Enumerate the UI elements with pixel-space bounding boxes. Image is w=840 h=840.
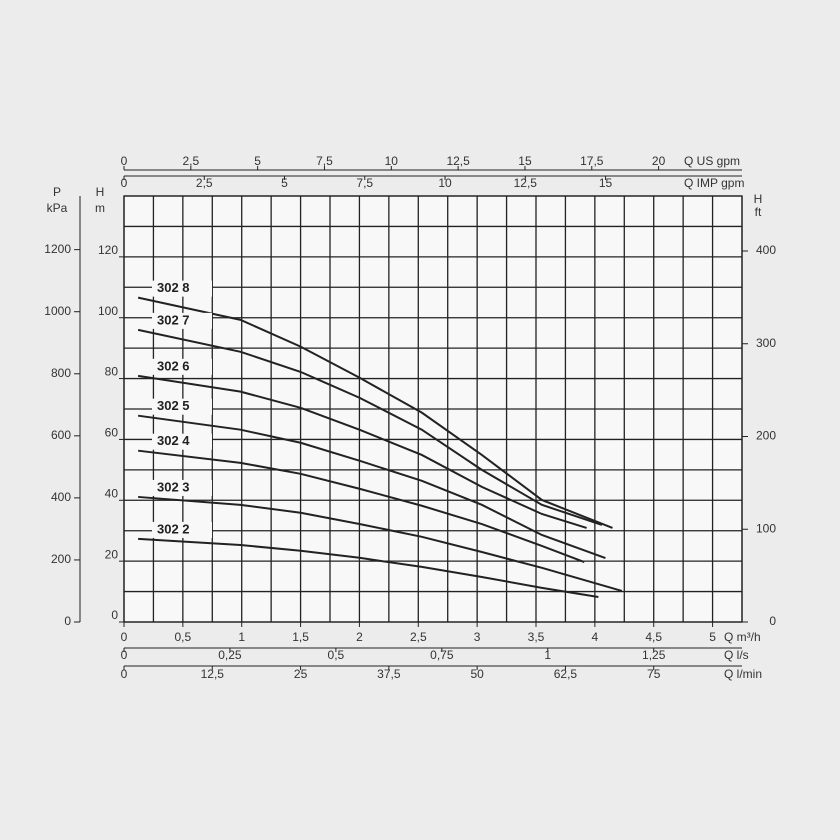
y-tick-label: 600 bbox=[51, 428, 71, 442]
series-label: 302 6 bbox=[157, 358, 190, 373]
x-tick-label: 1,25 bbox=[642, 648, 666, 662]
x-tick-label: 20 bbox=[652, 154, 666, 168]
y-tick-label: 0 bbox=[111, 608, 118, 622]
y-tick-label: 20 bbox=[105, 547, 119, 561]
x-tick-label: 2,5 bbox=[410, 630, 427, 644]
pump-curve bbox=[137, 328, 603, 526]
label-bg bbox=[152, 358, 212, 375]
x-tick-label: 1 bbox=[238, 630, 245, 644]
x-tick-label: 10 bbox=[438, 176, 452, 190]
x-tick-label: 12,5 bbox=[514, 176, 538, 190]
label-bg bbox=[152, 521, 212, 538]
axis-title: P bbox=[53, 185, 61, 199]
x-tick-label: 62,5 bbox=[554, 667, 578, 681]
series-label: 302 7 bbox=[157, 312, 190, 327]
x-tick-label: 0 bbox=[121, 667, 128, 681]
x-tick-label: 5 bbox=[709, 630, 716, 644]
label-bg bbox=[152, 398, 212, 415]
y-tick-label: 1000 bbox=[44, 304, 71, 318]
label-bg bbox=[152, 479, 212, 496]
pump-curve bbox=[137, 296, 613, 529]
series-label: 302 3 bbox=[157, 479, 190, 494]
y-axis-unit: m bbox=[95, 201, 105, 215]
x-tick-label: 0,25 bbox=[218, 648, 242, 662]
y-tick-label: 100 bbox=[756, 521, 776, 535]
x-tick-label: 5 bbox=[281, 176, 288, 190]
x-tick-label: 10 bbox=[385, 154, 399, 168]
y-tick-label: 200 bbox=[756, 429, 776, 443]
axis-unit: ft bbox=[755, 205, 762, 219]
x-tick-label: 3,5 bbox=[528, 630, 545, 644]
x-tick-label: 3 bbox=[474, 630, 481, 644]
y-tick-label: 0 bbox=[769, 614, 776, 628]
label-bg bbox=[152, 433, 212, 450]
x-tick-label: 0,5 bbox=[175, 630, 192, 644]
x-tick-label: 37,5 bbox=[377, 667, 401, 681]
x-tick-label: 7,5 bbox=[316, 154, 333, 168]
y-tick-label: 40 bbox=[105, 486, 119, 500]
pump-curve bbox=[138, 449, 585, 563]
y-tick-label: 1200 bbox=[44, 242, 71, 256]
x-tick-label: 2,5 bbox=[182, 154, 199, 168]
axis-title: Q l/s bbox=[724, 648, 749, 662]
x-tick-label: 12,5 bbox=[446, 154, 470, 168]
x-tick-label: 4 bbox=[592, 630, 599, 644]
y-tick-label: 400 bbox=[51, 490, 71, 504]
x-tick-label: 50 bbox=[470, 667, 484, 681]
y-tick-label: 800 bbox=[51, 366, 71, 380]
series-label: 302 8 bbox=[157, 280, 190, 295]
x-tick-label: 75 bbox=[647, 667, 661, 681]
x-tick-label: 2,5 bbox=[196, 176, 213, 190]
x-tick-label: 1 bbox=[544, 648, 551, 662]
axis-unit: kPa bbox=[47, 201, 68, 215]
series-label: 302 4 bbox=[157, 433, 190, 448]
pump-curve bbox=[138, 537, 599, 599]
axis-title: H bbox=[754, 192, 763, 206]
axis-title: Q l/min bbox=[724, 667, 762, 681]
x-tick-label: 7,5 bbox=[356, 176, 373, 190]
y-tick-label: 0 bbox=[64, 614, 71, 628]
label-bg bbox=[152, 280, 212, 297]
axis-title: Q US gpm bbox=[684, 154, 740, 168]
x-tick-label: 0,75 bbox=[430, 648, 454, 662]
y-tick-label: 300 bbox=[756, 336, 776, 350]
axis-title: Q IMP gpm bbox=[684, 176, 744, 190]
y-tick-label: 100 bbox=[98, 304, 118, 318]
y-tick-label: 200 bbox=[51, 552, 71, 566]
x-tick-label: 0,5 bbox=[328, 648, 345, 662]
x-axis-title: Q m³/h bbox=[724, 630, 761, 644]
x-tick-label: 15 bbox=[518, 154, 532, 168]
x-tick-label: 4,5 bbox=[645, 630, 662, 644]
plot-frame bbox=[123, 195, 743, 623]
y-tick-label: 120 bbox=[98, 243, 118, 257]
x-tick-label: 17,5 bbox=[580, 154, 604, 168]
x-tick-label: 2 bbox=[356, 630, 363, 644]
series-label: 302 5 bbox=[157, 398, 190, 413]
y-tick-label: 400 bbox=[756, 243, 776, 257]
x-tick-label: 25 bbox=[294, 667, 308, 681]
label-bg bbox=[152, 312, 212, 329]
x-tick-label: 0 bbox=[121, 154, 128, 168]
series-label: 302 2 bbox=[157, 521, 190, 536]
pump-curve bbox=[138, 495, 623, 592]
x-tick-label: 5 bbox=[254, 154, 261, 168]
x-tick-label: 0 bbox=[121, 648, 128, 662]
x-tick-label: 0 bbox=[121, 630, 128, 644]
x-tick-label: 0 bbox=[121, 176, 128, 190]
y-axis-title: H bbox=[96, 185, 105, 199]
x-tick-label: 1,5 bbox=[292, 630, 309, 644]
x-tick-label: 15 bbox=[599, 176, 613, 190]
pump-curve bbox=[137, 374, 587, 529]
pump-curve bbox=[137, 414, 606, 560]
y-tick-label: 80 bbox=[105, 365, 119, 379]
x-tick-label: 12,5 bbox=[201, 667, 225, 681]
y-tick-label: 60 bbox=[105, 426, 119, 440]
